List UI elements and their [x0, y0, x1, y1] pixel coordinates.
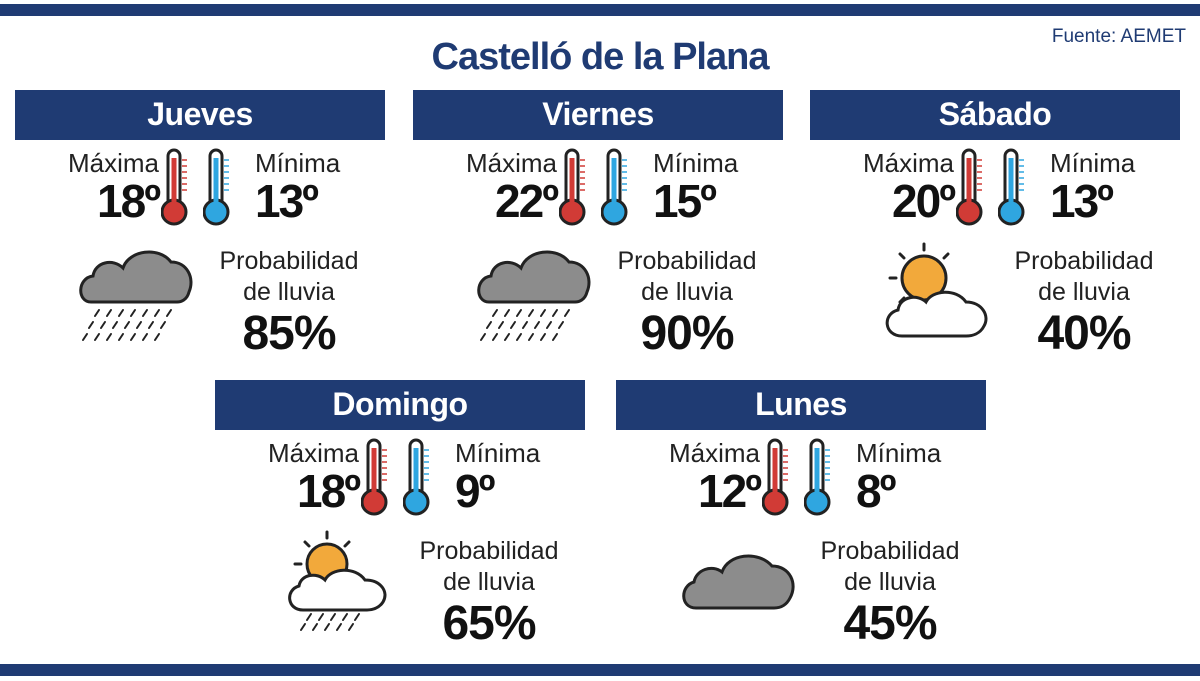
- rain-cloud-icon: [73, 240, 197, 344]
- thermometer-cold-icon: [403, 438, 433, 518]
- source-credit: Fuente: AEMET: [1051, 26, 1186, 47]
- max-label: Máxima: [862, 148, 954, 178]
- min-temperature: 8º: [856, 465, 896, 517]
- rain-cloud-icon: [471, 240, 595, 344]
- partly-cloudy-icon: [868, 240, 992, 344]
- rain-probability-value: 90%: [640, 307, 734, 360]
- min-label: Mínima: [455, 438, 541, 468]
- max-temperature: 18º: [297, 465, 361, 517]
- bottom-border-bar: [0, 664, 1200, 676]
- day-card-jueves: Jueves Máxima Mínima 18º 13º Probabilida…: [15, 90, 385, 365]
- sun-cloud-rain-icon: [273, 530, 397, 634]
- rain-probability-label: Probabilidad de lluvia: [219, 247, 359, 306]
- min-temperature: 9º: [455, 465, 495, 517]
- rain-probability-label: Probabilidad de lluvia: [1014, 247, 1154, 306]
- day-name: Jueves: [15, 90, 385, 140]
- rain-probability-value: 40%: [1037, 307, 1131, 360]
- thermometer-hot-icon: [161, 148, 191, 228]
- day-card-sabado: Sábado Máxima Mínima 20º 13º Probabilida…: [810, 90, 1180, 365]
- top-border-bar: [0, 4, 1200, 16]
- day-card-viernes: Viernes Máxima Mínima 22º 15º Probabilid…: [413, 90, 783, 365]
- min-temperature: 13º: [1050, 175, 1114, 227]
- min-label: Mínima: [856, 438, 942, 468]
- day-card-domingo: Domingo Máxima Mínima 18º 9º Probabilida…: [215, 380, 585, 655]
- max-label: Máxima: [67, 148, 159, 178]
- day-name: Lunes: [616, 380, 986, 430]
- min-temperature: 15º: [653, 175, 717, 227]
- day-name: Sábado: [810, 90, 1180, 140]
- rain-probability-value: 65%: [442, 597, 536, 650]
- thermometer-cold-icon: [601, 148, 631, 228]
- thermometer-hot-icon: [559, 148, 589, 228]
- thermometer-cold-icon: [804, 438, 834, 518]
- rain-probability-label: Probabilidad de lluvia: [419, 537, 559, 596]
- max-label: Máxima: [465, 148, 557, 178]
- min-temperature: 13º: [255, 175, 319, 227]
- min-label: Mínima: [653, 148, 739, 178]
- thermometer-hot-icon: [762, 438, 792, 518]
- day-name: Viernes: [413, 90, 783, 140]
- max-label: Máxima: [668, 438, 760, 468]
- max-temperature: 12º: [698, 465, 762, 517]
- rain-probability-label: Probabilidad de lluvia: [617, 247, 757, 306]
- day-name: Domingo: [215, 380, 585, 430]
- thermometer-cold-icon: [203, 148, 233, 228]
- max-label: Máxima: [267, 438, 359, 468]
- day-card-lunes: Lunes Máxima Mínima 12º 8º Probabilidad …: [616, 380, 986, 655]
- min-label: Mínima: [255, 148, 341, 178]
- thermometer-hot-icon: [361, 438, 391, 518]
- thermometer-hot-icon: [956, 148, 986, 228]
- min-label: Mínima: [1050, 148, 1136, 178]
- max-temperature: 22º: [495, 175, 559, 227]
- rain-probability-value: 45%: [843, 597, 937, 650]
- thermometer-cold-icon: [998, 148, 1028, 228]
- max-temperature: 18º: [97, 175, 161, 227]
- cloud-icon: [674, 530, 798, 634]
- max-temperature: 20º: [892, 175, 956, 227]
- rain-probability-value: 85%: [242, 307, 336, 360]
- rain-probability-label: Probabilidad de lluvia: [820, 537, 960, 596]
- page-title: Castelló de la Plana: [431, 36, 770, 78]
